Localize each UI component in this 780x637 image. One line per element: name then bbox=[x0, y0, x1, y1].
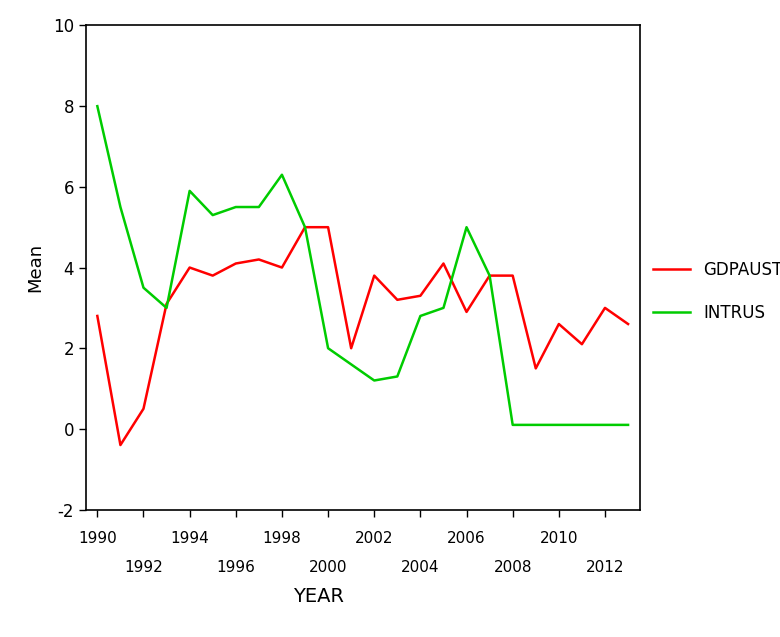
Text: 1990: 1990 bbox=[78, 531, 117, 547]
Text: 2010: 2010 bbox=[540, 531, 578, 547]
GDPAUST bbox=[300, 224, 310, 231]
GDPAUST bbox=[392, 296, 402, 304]
GDPAUST bbox=[139, 405, 148, 413]
GDPAUST bbox=[115, 441, 125, 449]
GDPAUST bbox=[439, 260, 448, 268]
INTRUS bbox=[346, 361, 356, 368]
INTRUS bbox=[185, 187, 194, 195]
Y-axis label: Mean: Mean bbox=[27, 243, 44, 292]
INTRUS bbox=[554, 421, 563, 429]
INTRUS bbox=[531, 421, 541, 429]
INTRUS bbox=[370, 376, 379, 384]
INTRUS bbox=[115, 203, 125, 211]
GDPAUST bbox=[208, 272, 218, 280]
GDPAUST bbox=[508, 272, 517, 280]
Line: GDPAUST: GDPAUST bbox=[98, 227, 628, 445]
INTRUS bbox=[254, 203, 264, 211]
Text: 1996: 1996 bbox=[216, 561, 255, 575]
INTRUS bbox=[508, 421, 517, 429]
INTRUS bbox=[577, 421, 587, 429]
Text: 1998: 1998 bbox=[263, 531, 301, 547]
GDPAUST bbox=[254, 255, 264, 263]
GDPAUST bbox=[231, 260, 240, 268]
Text: 2004: 2004 bbox=[401, 561, 440, 575]
INTRUS bbox=[462, 224, 471, 231]
GDPAUST bbox=[485, 272, 495, 280]
Text: 2012: 2012 bbox=[586, 561, 624, 575]
INTRUS bbox=[485, 272, 495, 280]
INTRUS bbox=[231, 203, 240, 211]
Text: 1992: 1992 bbox=[124, 561, 163, 575]
Text: 2006: 2006 bbox=[447, 531, 486, 547]
GDPAUST bbox=[531, 364, 541, 372]
INTRUS bbox=[208, 211, 218, 219]
GDPAUST bbox=[162, 300, 172, 308]
GDPAUST bbox=[370, 272, 379, 280]
INTRUS bbox=[392, 373, 402, 380]
INTRUS bbox=[162, 304, 172, 311]
Text: YEAR: YEAR bbox=[293, 587, 344, 606]
INTRUS bbox=[93, 103, 102, 110]
INTRUS bbox=[439, 304, 448, 311]
INTRUS bbox=[416, 312, 425, 320]
Text: 2000: 2000 bbox=[309, 561, 347, 575]
Text: 1994: 1994 bbox=[170, 531, 209, 547]
GDPAUST bbox=[324, 224, 333, 231]
INTRUS bbox=[139, 284, 148, 292]
INTRUS bbox=[277, 171, 286, 178]
GDPAUST bbox=[554, 320, 563, 328]
GDPAUST bbox=[93, 312, 102, 320]
Text: 2008: 2008 bbox=[494, 561, 532, 575]
GDPAUST bbox=[277, 264, 286, 271]
GDPAUST bbox=[462, 308, 471, 316]
INTRUS bbox=[623, 421, 633, 429]
GDPAUST bbox=[601, 304, 610, 311]
Text: 2002: 2002 bbox=[355, 531, 393, 547]
INTRUS bbox=[324, 345, 333, 352]
GDPAUST bbox=[577, 340, 587, 348]
Line: INTRUS: INTRUS bbox=[98, 106, 628, 425]
GDPAUST bbox=[623, 320, 633, 328]
INTRUS bbox=[300, 224, 310, 231]
GDPAUST bbox=[416, 292, 425, 299]
GDPAUST bbox=[346, 345, 356, 352]
GDPAUST bbox=[185, 264, 194, 271]
Legend: GDPAUST, INTRUS: GDPAUST, INTRUS bbox=[654, 261, 780, 322]
INTRUS bbox=[601, 421, 610, 429]
